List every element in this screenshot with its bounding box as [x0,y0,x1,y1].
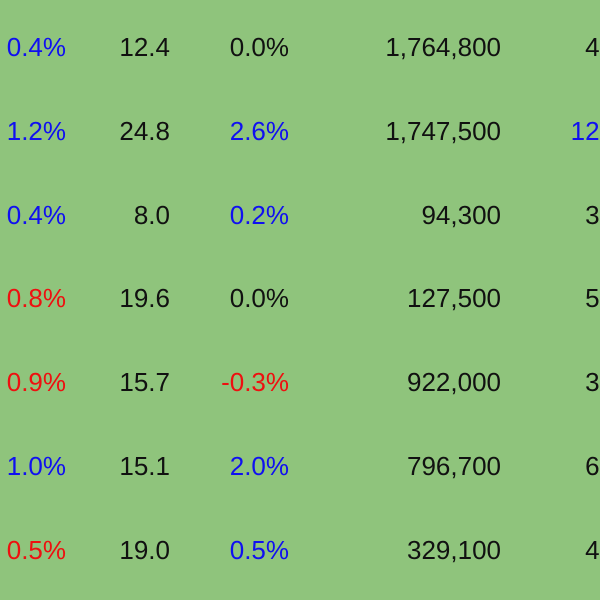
table-cell: 0.0% [229,283,289,314]
table-cell: 0.4% [6,32,66,62]
table-cell: 94,300 [421,199,501,230]
table-cell: -0.3% [221,367,289,398]
table-cell: 47 [585,32,600,62]
table-cell: 24.8 [119,115,170,146]
table-cell: 0.5% [6,534,66,565]
table-cell: 64 [585,451,600,481]
table-cell: 12.4 [119,32,170,62]
table-cell: 796,700 [407,451,501,481]
table-cell: 0.9% [6,367,66,398]
table-cell: 0.8% [6,283,66,314]
table-cell: 0.4% [6,199,66,230]
table-cell: 51 [585,283,600,314]
table-cell: 39 [585,367,600,398]
table-cell: 2.0% [229,451,289,481]
table-cell: 8.0 [133,199,170,230]
table-cell: 127,500 [407,283,501,314]
table-cell: 19.0 [119,534,170,565]
table-cell: 19.6 [119,283,170,314]
table-cell: 129 [570,115,600,146]
table-cell: 922,000 [407,367,501,398]
table-cell: 0.0% [229,32,289,62]
table-cell: 15.1 [119,451,170,481]
table-cell: 1.0% [6,451,66,481]
table-cell: 1,747,500 [385,115,501,146]
table-cell: 329,100 [407,534,501,565]
table-cell: 1.2% [6,115,66,146]
table-cell: 0.2% [229,199,289,230]
table-cell: 15.7 [119,367,170,398]
table-cell: 44 [585,534,600,565]
table-cell: 0.5% [229,534,289,565]
table-cell: 34 [585,199,600,230]
table-cell: 1,764,800 [385,32,501,62]
table-cell: 2.6% [229,115,289,146]
